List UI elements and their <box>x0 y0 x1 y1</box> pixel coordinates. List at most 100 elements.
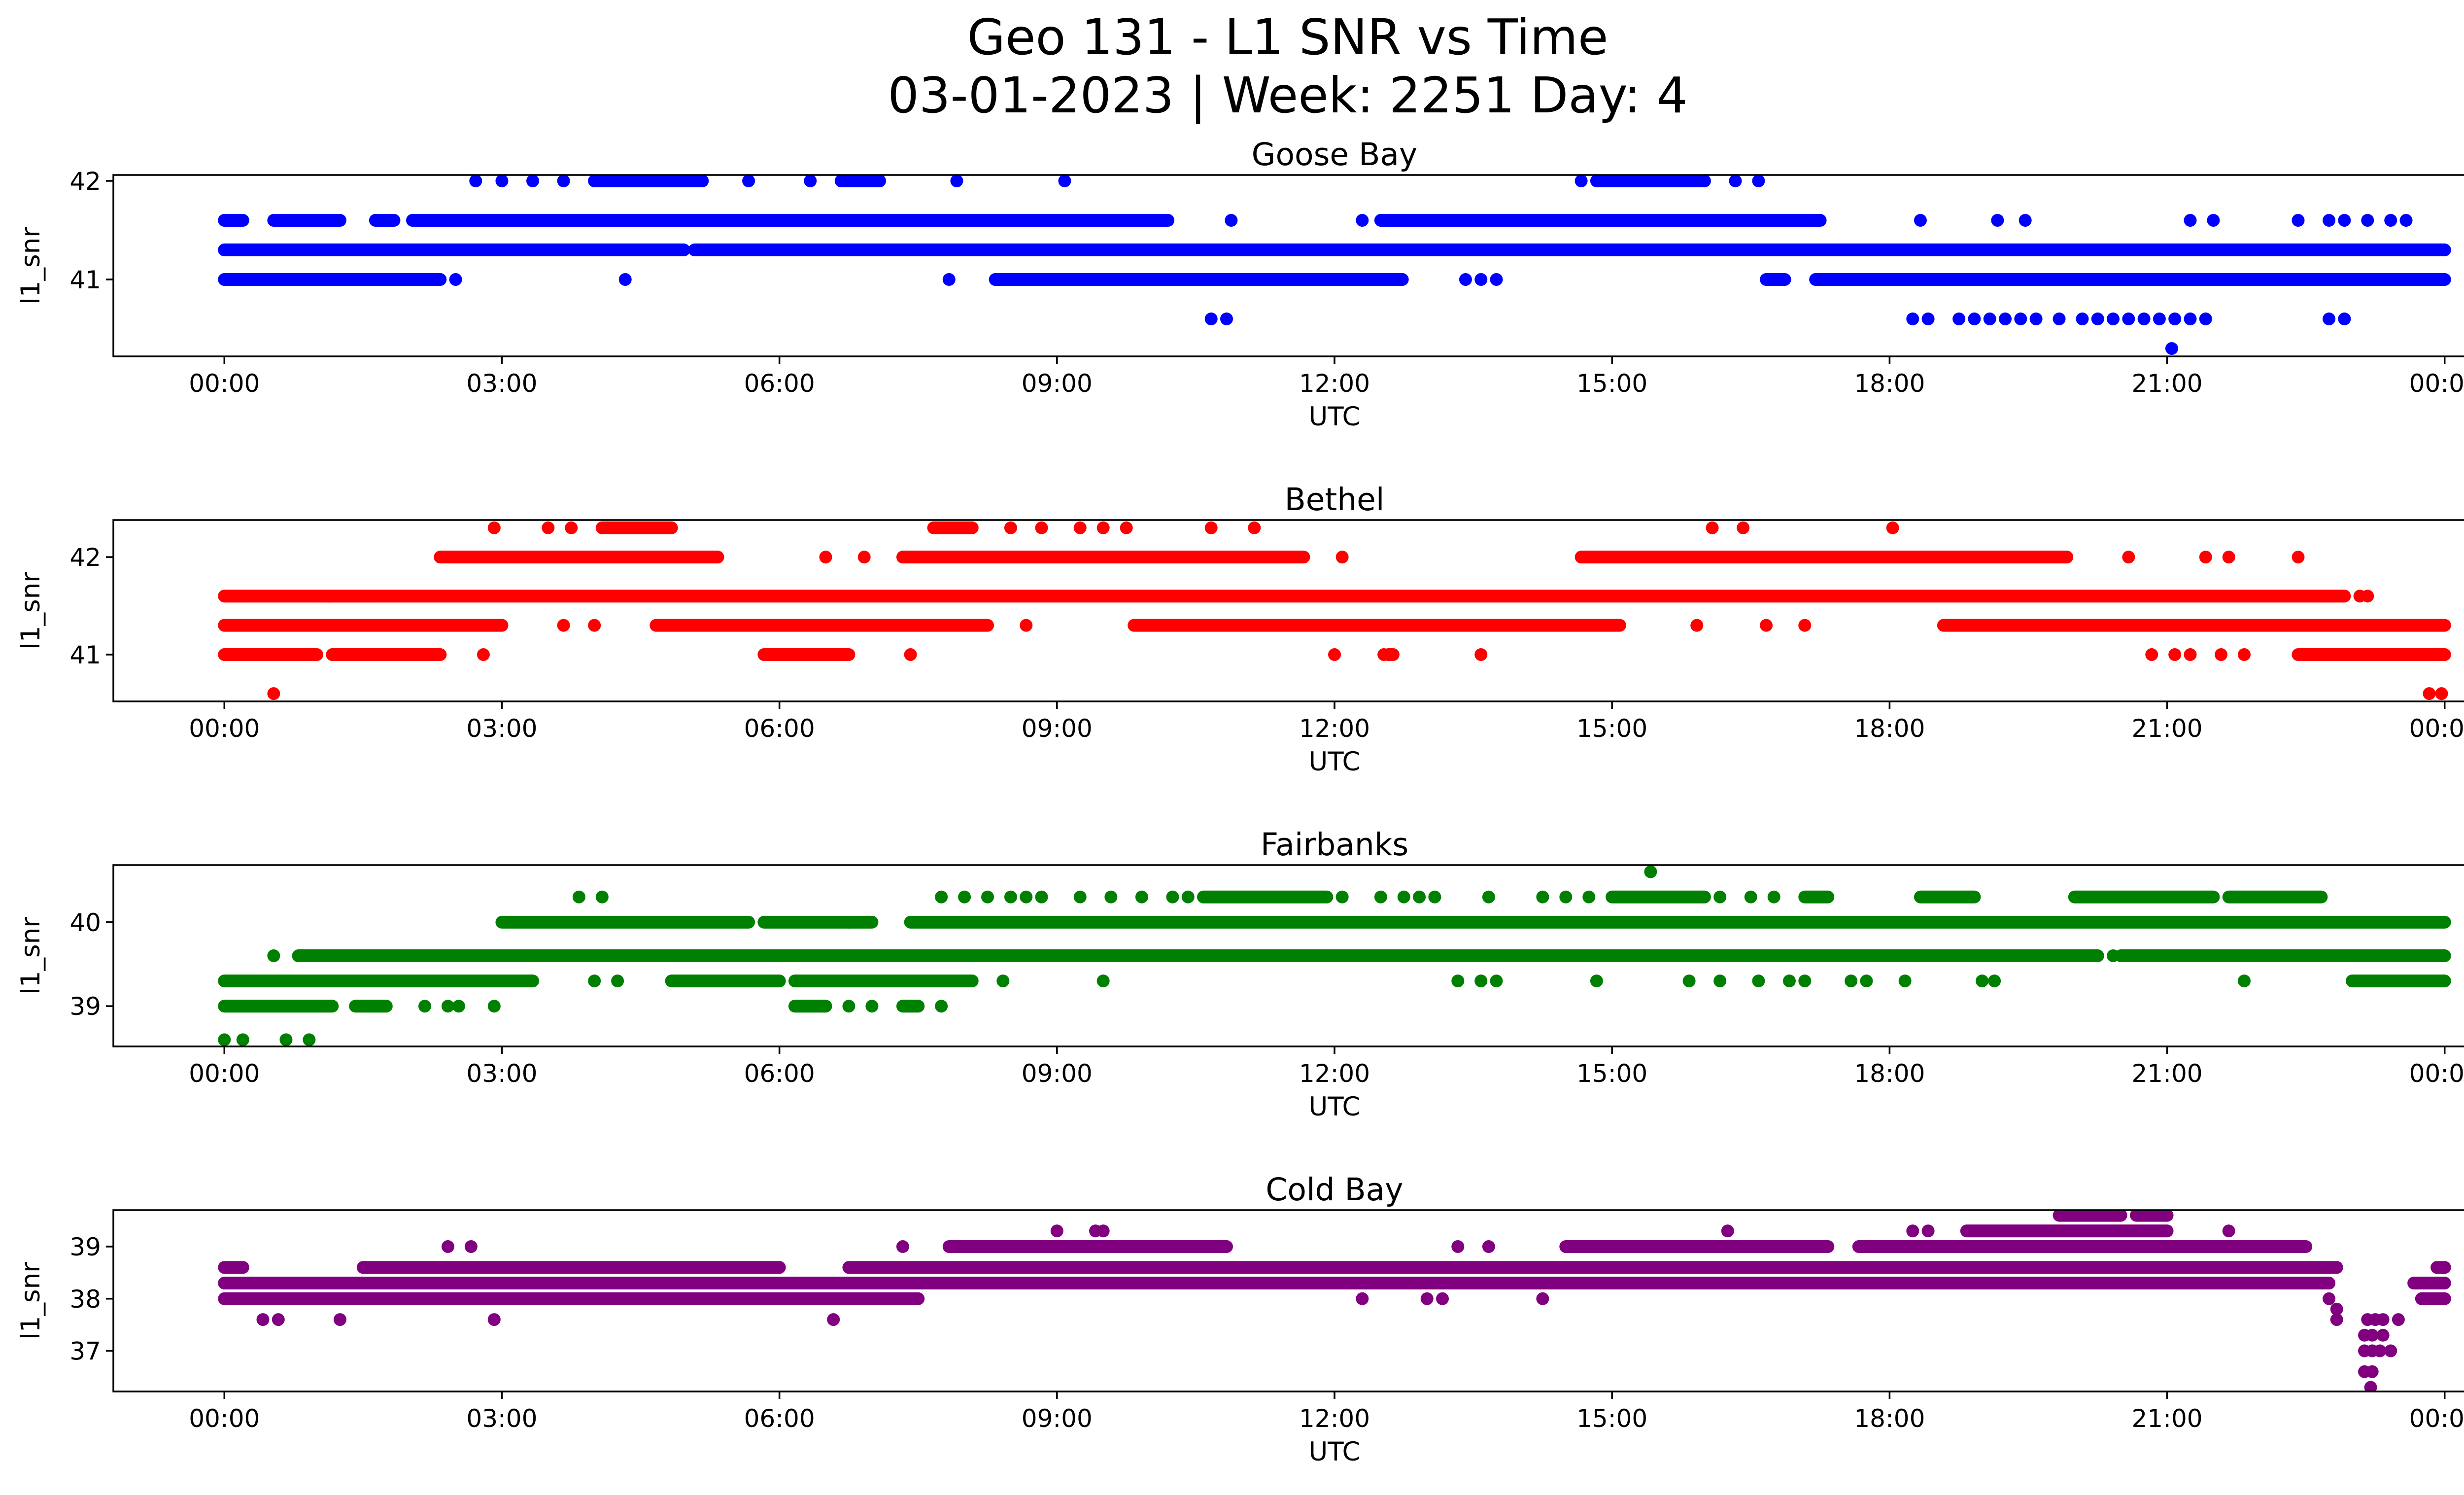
data-point <box>1536 1292 1549 1305</box>
data-point <box>618 273 632 286</box>
data-point <box>1020 890 1033 904</box>
scatter-series <box>218 1210 2451 1391</box>
data-point <box>1860 974 1873 988</box>
data-point <box>2199 551 2212 564</box>
data-point <box>958 890 971 904</box>
data-point <box>487 1000 501 1013</box>
data-point <box>1356 214 1369 227</box>
data-point <box>2145 648 2158 661</box>
data-point <box>1914 214 1927 227</box>
x-tick-label: 00:00 <box>2409 1404 2464 1433</box>
data-point <box>2168 648 2182 661</box>
data-point <box>1166 890 1179 904</box>
data-point <box>1451 1240 1465 1253</box>
scatter-series <box>218 865 2451 1046</box>
data-point <box>1886 521 1899 534</box>
y-tick-label: 40 <box>69 908 101 937</box>
x-tick-label: 21:00 <box>2131 714 2202 743</box>
data-point <box>1374 890 1387 904</box>
x-tick-label: 03:00 <box>466 714 537 743</box>
data-point <box>495 175 509 187</box>
data-point <box>2029 313 2043 325</box>
x-tick-label: 06:00 <box>744 714 815 743</box>
data-point <box>1952 313 1966 325</box>
data-point <box>1767 890 1780 904</box>
data-point <box>2184 313 2197 325</box>
data-point <box>1760 619 1773 632</box>
y-tick-label: 42 <box>69 167 101 196</box>
data-point <box>2292 214 2305 227</box>
x-tick-label: 00:00 <box>189 369 260 398</box>
data-point <box>2122 313 2135 325</box>
data-point <box>542 521 555 534</box>
data-point <box>1752 974 1765 988</box>
data-point <box>487 1313 501 1326</box>
data-point <box>1991 214 2004 227</box>
x-tick-label: 15:00 <box>1576 714 1647 743</box>
scatter-series <box>218 175 2451 355</box>
data-point <box>2168 313 2182 325</box>
x-tick-label: 12:00 <box>1299 1404 1370 1433</box>
data-point <box>1474 648 1488 661</box>
data-point <box>469 175 482 187</box>
data-point <box>279 1033 293 1046</box>
y-tick-label: 41 <box>69 641 101 669</box>
data-point <box>1428 890 1441 904</box>
y-axis-label: l1_snr <box>16 572 46 650</box>
x-tick-label: 09:00 <box>1022 369 1093 398</box>
data-point <box>1713 890 1727 904</box>
data-point <box>1906 1224 1919 1238</box>
data-point <box>842 915 856 929</box>
data-point <box>2222 551 2235 564</box>
data-point <box>1968 313 1981 325</box>
data-point <box>2292 551 2305 564</box>
x-tick-label: 18:00 <box>1854 714 1925 743</box>
data-point <box>2122 551 2135 564</box>
data-point <box>827 1313 840 1326</box>
x-tick-label: 15:00 <box>1576 369 1647 398</box>
data-point <box>2165 342 2178 355</box>
data-point <box>441 1000 454 1013</box>
data-point <box>2365 1365 2379 1378</box>
data-point <box>996 974 1010 988</box>
data-point <box>557 175 570 187</box>
data-point <box>1204 313 1218 325</box>
data-point <box>1135 890 1148 904</box>
data-point <box>1073 521 1087 534</box>
data-point <box>1559 890 1573 904</box>
data-point <box>2323 1292 2336 1305</box>
x-tick-label: 06:00 <box>744 1404 815 1433</box>
data-point <box>904 648 917 661</box>
data-point <box>2014 313 2027 325</box>
data-point <box>256 1313 270 1326</box>
data-point <box>2376 1328 2390 1342</box>
subplot-title: Cold Bay <box>1266 1172 1403 1208</box>
data-point <box>441 1240 454 1253</box>
data-point <box>611 974 624 988</box>
data-point <box>1335 551 1349 564</box>
x-tick-label: 21:00 <box>2131 1059 2202 1088</box>
data-point <box>1845 974 1858 988</box>
y-axis-label: l1_snr <box>16 227 46 305</box>
data-point <box>1451 974 1465 988</box>
data-point <box>1482 890 1495 904</box>
data-point <box>1225 214 1238 227</box>
x-tick-label: 09:00 <box>1022 714 1093 743</box>
x-tick-label: 12:00 <box>1299 369 1370 398</box>
y-axis-label: l1_snr <box>16 1262 46 1340</box>
data-point <box>1204 521 1218 534</box>
data-point <box>1335 890 1349 904</box>
y-tick-label: 41 <box>69 266 101 294</box>
data-point <box>2199 313 2212 325</box>
data-point <box>236 1033 249 1046</box>
data-point <box>2330 1302 2343 1316</box>
x-axis-label: UTC <box>1308 1437 1360 1467</box>
data-point <box>2184 214 2197 227</box>
data-point <box>464 1240 478 1253</box>
data-point <box>1721 1224 1734 1238</box>
x-tick-label: 03:00 <box>466 369 537 398</box>
data-point <box>2137 313 2151 325</box>
data-point <box>333 1313 346 1326</box>
data-point <box>2373 1344 2387 1357</box>
